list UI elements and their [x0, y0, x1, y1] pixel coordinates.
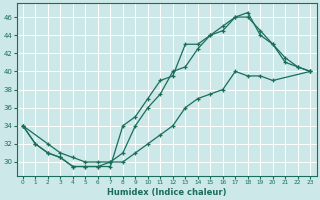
- X-axis label: Humidex (Indice chaleur): Humidex (Indice chaleur): [107, 188, 226, 197]
